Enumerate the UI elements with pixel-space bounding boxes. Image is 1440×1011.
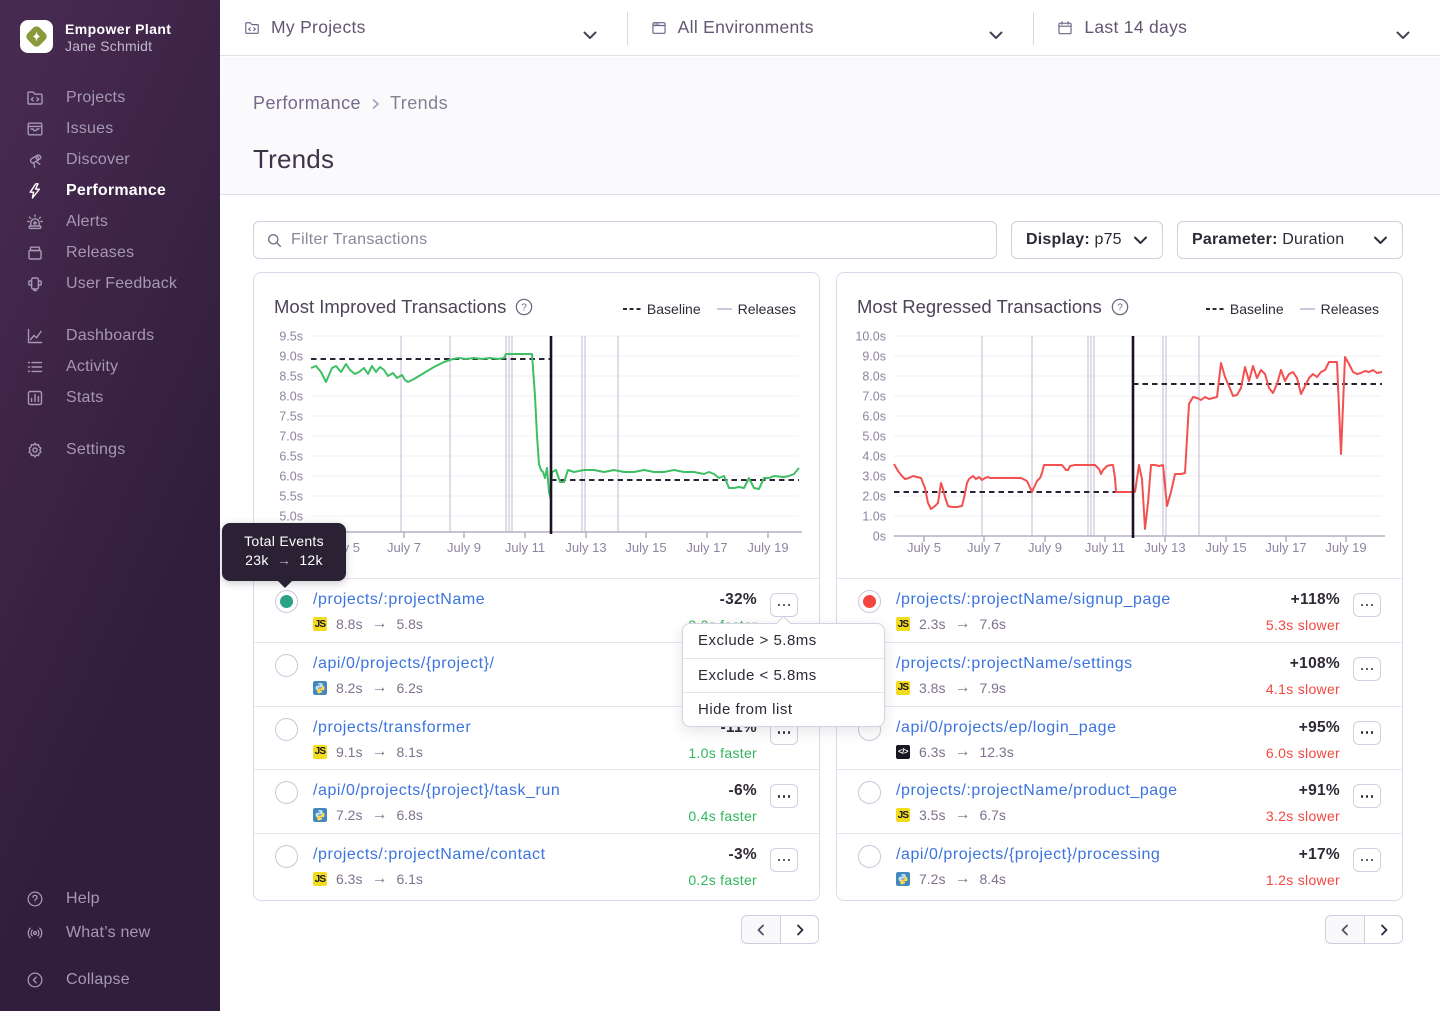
svg-text:7.5s: 7.5s [279,410,303,424]
svg-text:?: ? [1117,302,1123,313]
svg-text:9.0s: 9.0s [279,350,303,364]
svg-text:8.0s: 8.0s [279,390,303,404]
svg-text:3.0s: 3.0s [862,470,886,484]
svg-text:July 17: July 17 [686,540,727,555]
svg-text:July 9: July 9 [1028,540,1062,555]
svg-text:July 5: July 5 [907,540,941,555]
svg-text:July 7: July 7 [967,540,1001,555]
svg-text:5.0s: 5.0s [279,510,303,524]
svg-text:8.0s: 8.0s [862,370,886,384]
svg-text:5.5s: 5.5s [279,490,303,504]
svg-text:July 13: July 13 [565,540,606,555]
svg-text:July 9: July 9 [447,540,481,555]
svg-text:7.0s: 7.0s [279,430,303,444]
svg-text:6.0s: 6.0s [862,410,886,424]
svg-text:6.0s: 6.0s [279,470,303,484]
svg-text:0s: 0s [873,530,886,544]
svg-text:July 11: July 11 [1085,540,1125,555]
svg-text:July 15: July 15 [1205,540,1246,555]
svg-text:5.0s: 5.0s [862,430,886,444]
svg-text:4.0s: 4.0s [862,450,886,464]
svg-text:July 17: July 17 [1265,540,1306,555]
svg-text:1.0s: 1.0s [862,510,886,524]
svg-text:July 19: July 19 [747,540,788,555]
svg-text:7.0s: 7.0s [862,390,886,404]
svg-text:July 15: July 15 [625,540,666,555]
svg-text:July 7: July 7 [387,540,421,555]
svg-text:10.0s: 10.0s [855,330,886,344]
svg-text:July 19: July 19 [1325,540,1366,555]
svg-text:July 13: July 13 [1144,540,1185,555]
svg-text:?: ? [522,302,528,313]
svg-text:6.5s: 6.5s [279,450,303,464]
svg-text:8.5s: 8.5s [279,370,303,384]
svg-text:9.0s: 9.0s [862,350,886,364]
svg-text:2.0s: 2.0s [862,490,886,504]
svg-text:9.5s: 9.5s [279,330,303,344]
svg-text:July 11: July 11 [505,540,545,555]
